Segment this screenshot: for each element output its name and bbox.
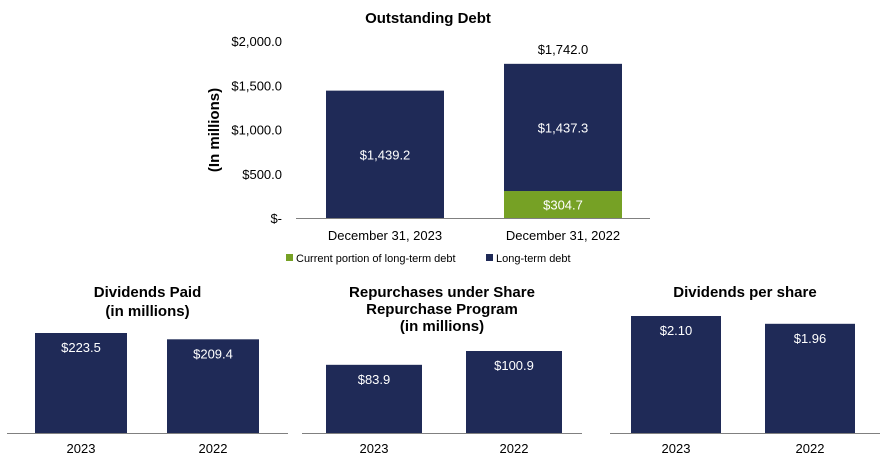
chart-title: Repurchase Program: [366, 301, 518, 318]
bar: [167, 339, 259, 433]
data-label: $223.5: [61, 340, 101, 355]
y-tick-label: $1,500.0: [231, 78, 282, 93]
x-tick-label: 2022: [500, 441, 529, 456]
bar: [765, 323, 855, 433]
data-label: $209.4: [193, 346, 233, 361]
data-label: $1.96: [794, 331, 827, 346]
outstanding-debt-chart: Outstanding Debt (In millions) $- $500.0 $1,…: [206, 10, 650, 265]
x-tick-label: December 31, 2023: [328, 228, 442, 243]
y-tick-label: $-: [270, 211, 282, 226]
bar-long-term-debt: [326, 90, 444, 218]
y-tick-label: $500.0: [242, 167, 282, 182]
total-label: $1,742.0: [538, 42, 589, 57]
bar: [326, 364, 422, 433]
x-tick-label: 2023: [67, 441, 96, 456]
x-tick-label: 2023: [360, 441, 389, 456]
chart-title: (in millions): [400, 318, 484, 335]
y-axis-label: (In millions): [206, 88, 223, 172]
x-tick-label: 2022: [796, 441, 825, 456]
chart-title: Repurchases under Share: [349, 284, 535, 301]
x-tick-label: 2022: [199, 441, 228, 456]
bar-current-portion: [504, 191, 622, 218]
data-label: $2.10: [660, 323, 693, 338]
y-tick-label: $1,000.0: [231, 123, 282, 138]
bar: [631, 316, 721, 433]
chart-title: Dividends Paid: [94, 284, 202, 301]
data-label: $100.9: [494, 358, 534, 373]
dividends-paid-chart: Dividends Paid (in millions) $223.5 2023 $20…: [7, 284, 288, 456]
data-label: $1,437.3: [538, 120, 589, 135]
legend-label: Current portion of long-term debt: [296, 253, 456, 265]
bar-long-term-debt: [504, 63, 622, 192]
bar: [35, 333, 127, 433]
dividends-per-share-chart: Dividends per share $2.10 2023 $1.96 2022: [610, 284, 880, 456]
legend-label: Long-term debt: [496, 253, 571, 265]
chart-title: (in millions): [105, 303, 189, 320]
data-label: $1,439.2: [360, 147, 411, 162]
bar: [466, 351, 562, 433]
data-label: $83.9: [358, 372, 391, 387]
x-tick-label: 2023: [662, 441, 691, 456]
data-label: $304.7: [543, 198, 583, 213]
chart-title: Outstanding Debt: [365, 10, 491, 27]
x-tick-label: December 31, 2022: [506, 228, 620, 243]
chart-title: Dividends per share: [673, 284, 816, 301]
y-tick-label: $2,000.0: [231, 34, 282, 49]
legend-swatch: [286, 254, 293, 261]
legend-swatch: [486, 254, 493, 261]
